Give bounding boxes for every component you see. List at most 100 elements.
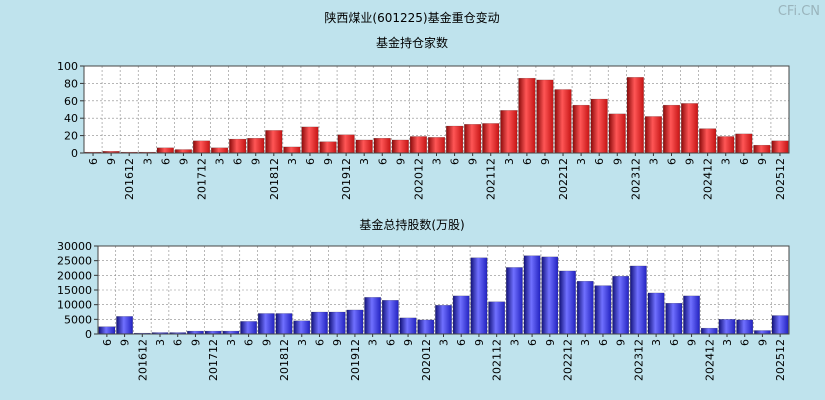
x-tick-label: 3 xyxy=(508,339,521,346)
shares-bar xyxy=(647,292,665,335)
shares-bar xyxy=(98,326,116,335)
x-tick-label: 3 xyxy=(286,158,299,165)
x-tick-label: 202012 xyxy=(420,339,433,381)
count-bar xyxy=(753,144,771,154)
x-tick-label: 201612 xyxy=(123,158,136,200)
y-tick-label: 15000 xyxy=(57,284,92,297)
shares-bar xyxy=(506,267,523,335)
shares-bar xyxy=(275,313,293,335)
x-tick-label: 6 xyxy=(738,158,751,165)
x-tick-label: 202112 xyxy=(491,339,504,381)
count-bar xyxy=(717,136,735,154)
x-tick-label: 9 xyxy=(467,158,480,165)
x-tick-label: 202312 xyxy=(632,339,645,381)
x-tick-label: 6 xyxy=(87,158,100,165)
y-tick-label: 10000 xyxy=(57,299,92,312)
x-tick-label: 6 xyxy=(526,339,539,346)
shares-bar xyxy=(683,295,700,335)
x-tick-label: 6 xyxy=(159,158,172,165)
x-tick-label: 202512 xyxy=(774,158,787,200)
x-tick-label: 201912 xyxy=(340,158,353,200)
x-tick-label: 9 xyxy=(394,158,407,165)
x-tick-label: 202212 xyxy=(557,158,570,200)
x-tick-label: 9 xyxy=(539,158,552,165)
count-bar xyxy=(247,138,265,154)
x-tick-label: 202412 xyxy=(702,158,715,200)
x-tick-label: 9 xyxy=(322,158,335,165)
count-bar xyxy=(211,147,229,154)
count-bar xyxy=(229,138,247,154)
shares-bar xyxy=(771,315,789,335)
y-tick-label: 80 xyxy=(64,77,78,90)
x-tick-label: 3 xyxy=(225,339,238,346)
y-tick-label: 5000 xyxy=(64,313,92,326)
x-tick-label: 6 xyxy=(593,158,606,165)
count-bar xyxy=(427,137,446,154)
count-bar xyxy=(518,77,536,154)
x-tick-label: 9 xyxy=(615,339,628,346)
plot-border xyxy=(97,245,790,335)
x-tick-label: 201612 xyxy=(136,339,149,381)
x-tick-label: 201912 xyxy=(349,339,362,381)
page-title: 陕西煤业(601225)基金重仓变动 xyxy=(324,10,499,25)
x-tick-label: 202512 xyxy=(774,339,787,381)
y-tick-label: 0 xyxy=(71,147,78,160)
count-bar xyxy=(446,125,464,154)
x-tick-label: 6 xyxy=(597,339,610,346)
count-bar xyxy=(771,140,789,154)
count-bar xyxy=(644,116,662,154)
x-tick-label: 6 xyxy=(232,158,245,165)
shares-bar xyxy=(523,255,541,335)
count-bar xyxy=(337,134,355,154)
shares-bar xyxy=(754,330,771,335)
x-tick-label: 6 xyxy=(304,158,317,165)
shares-bar xyxy=(665,303,683,335)
count-bar xyxy=(319,141,337,154)
x-tick-label: 9 xyxy=(177,158,190,165)
count-bar xyxy=(464,124,482,154)
x-tick-label: 3 xyxy=(214,158,227,165)
y-tick-label: 100 xyxy=(57,60,78,73)
x-tick-label: 9 xyxy=(756,158,769,165)
x-tick-label: 9 xyxy=(331,339,344,346)
count-bar xyxy=(283,146,301,154)
shares-bar xyxy=(576,281,594,335)
count-bar xyxy=(590,98,608,154)
x-tick-label: 3 xyxy=(647,158,660,165)
shares-bar xyxy=(452,295,470,335)
x-tick-label: 9 xyxy=(119,339,132,346)
x-tick-label: 6 xyxy=(376,158,389,165)
count-bar xyxy=(409,136,427,154)
y-tick-label: 40 xyxy=(64,112,78,125)
x-tick-label: 202212 xyxy=(562,339,575,381)
x-tick-label: 3 xyxy=(650,339,663,346)
count-bar xyxy=(626,77,644,154)
shares-bar xyxy=(718,319,736,335)
x-tick-label: 9 xyxy=(686,339,699,346)
shares-bar xyxy=(257,313,275,335)
shares-bar xyxy=(328,311,346,335)
x-tick-label: 6 xyxy=(739,339,752,346)
x-tick-label: 9 xyxy=(756,339,769,346)
x-tick-label: 9 xyxy=(473,339,486,346)
count-bar xyxy=(373,138,391,154)
x-tick-label: 3 xyxy=(575,158,588,165)
count-bar xyxy=(681,103,699,154)
shares-bar xyxy=(364,297,381,335)
x-tick-label: 6 xyxy=(668,339,681,346)
count-bar xyxy=(192,140,211,154)
shares-bar xyxy=(116,316,133,335)
shares-bar xyxy=(311,311,328,335)
count-bar xyxy=(482,123,500,154)
count-bar xyxy=(500,110,518,154)
x-tick-label: 9 xyxy=(544,339,557,346)
count-bar xyxy=(156,147,174,154)
x-tick-label: 202412 xyxy=(703,339,716,381)
shares-bar xyxy=(240,321,257,335)
chart-2-title: 基金总持股数(万股) xyxy=(359,217,464,232)
x-tick-label: 201812 xyxy=(268,158,281,200)
y-tick-label: 25000 xyxy=(57,255,92,268)
